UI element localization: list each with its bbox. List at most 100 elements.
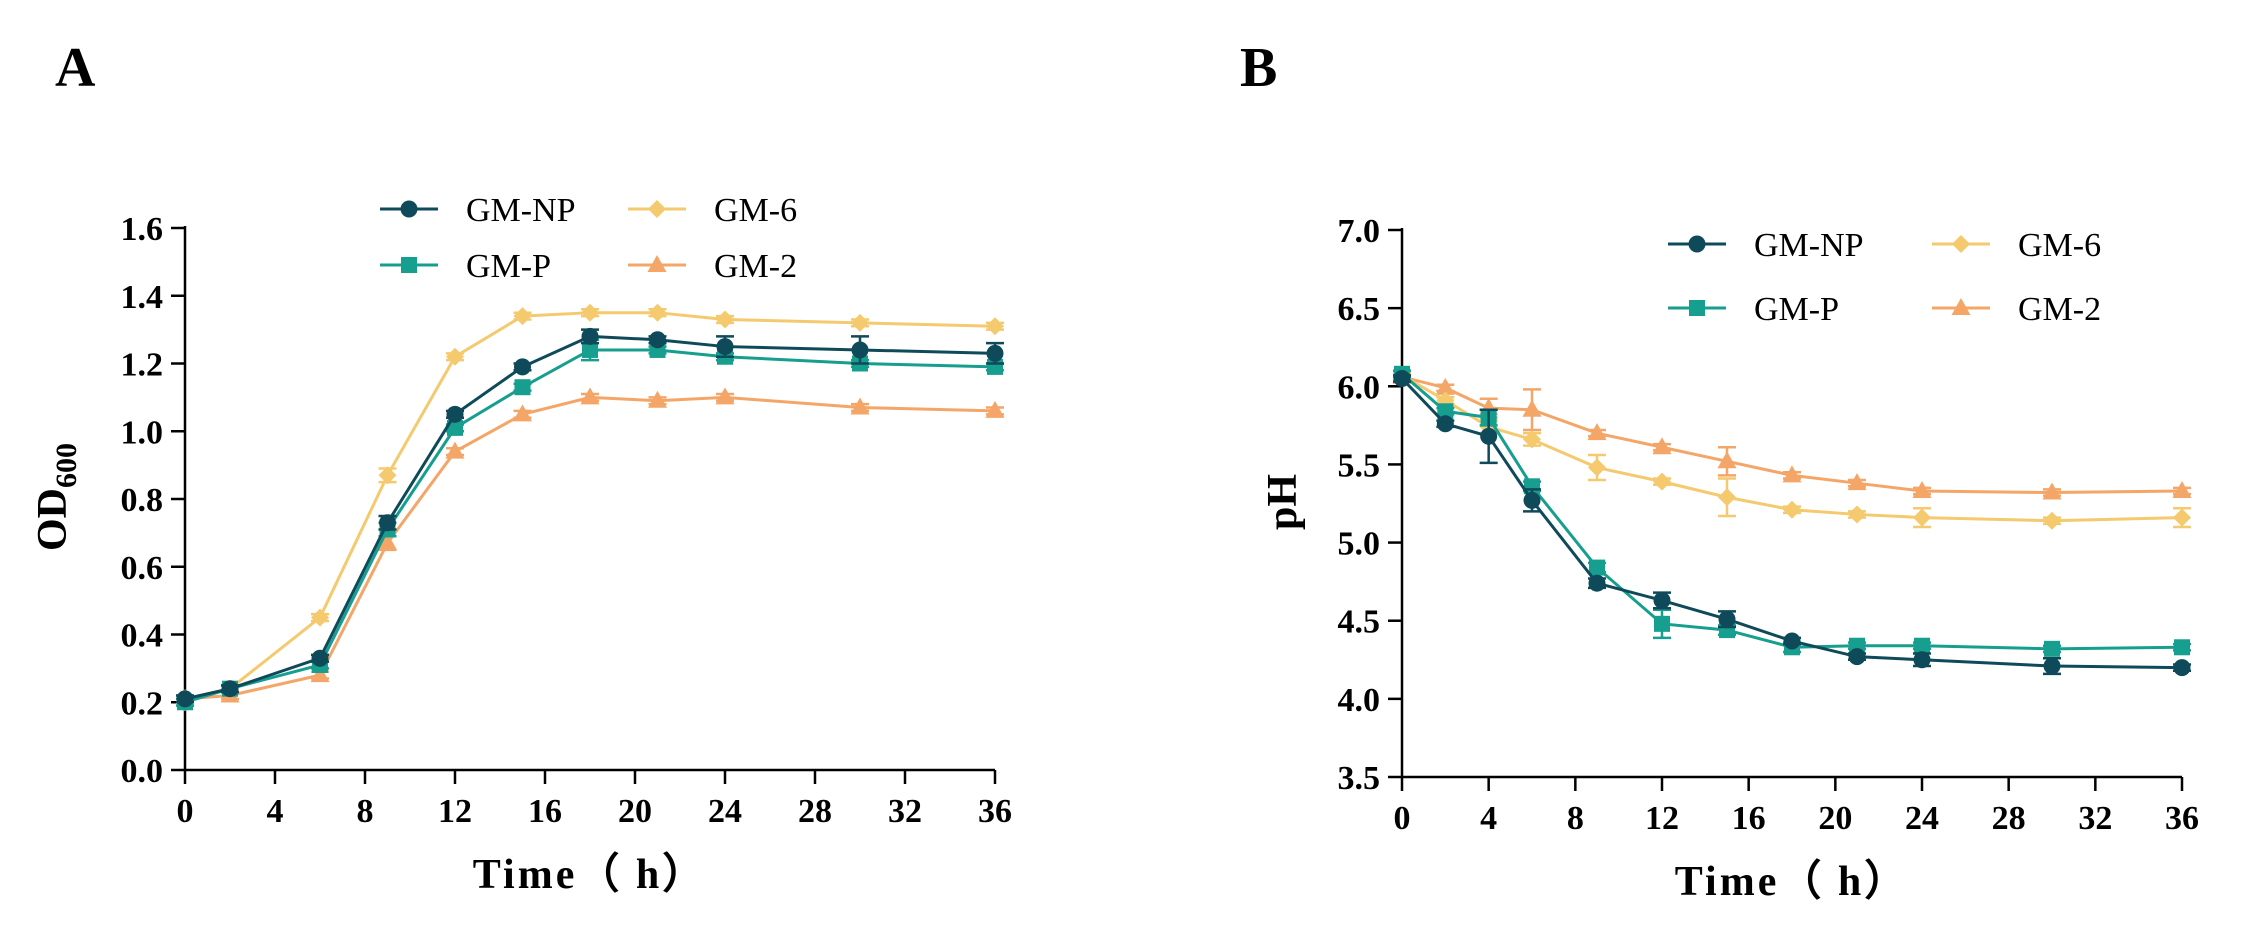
data-point xyxy=(581,303,599,322)
panel-label: B xyxy=(1240,37,1277,99)
y-axis-title: pH xyxy=(1260,474,1306,530)
y-tick-label: 5.0 xyxy=(1338,526,1381,563)
legend-item-gm-6: GM-6 xyxy=(628,192,797,229)
data-point xyxy=(2044,640,2060,657)
data-point xyxy=(1653,591,1671,609)
data-point xyxy=(850,397,870,415)
data-point xyxy=(715,387,735,405)
data-point xyxy=(2042,482,2062,500)
data-point xyxy=(446,347,464,366)
panel-a: A 0.0 0.2 0.4 0.6 0.8 1.0 1.2 1.4 1.6 0 4 8 12 16 20 24 2… xyxy=(30,37,1012,898)
y-tick-label: 0.8 xyxy=(121,482,164,519)
y-tick-label: 6.5 xyxy=(1338,291,1381,328)
x-tick-label: 36 xyxy=(978,793,1012,830)
data-point xyxy=(514,358,531,376)
x-axis-title: Time（ h） xyxy=(473,851,707,898)
data-point xyxy=(582,341,598,358)
data-point xyxy=(1652,437,1672,455)
legend-label: GM-NP xyxy=(466,192,576,229)
data-point xyxy=(1653,472,1671,491)
legend-item-gm-np: GM-NP xyxy=(380,192,576,229)
data-point xyxy=(1480,427,1498,445)
x-tick-label: 20 xyxy=(1818,800,1852,837)
data-point xyxy=(1436,415,1454,433)
data-point xyxy=(2174,639,2190,656)
x-tick-label: 28 xyxy=(798,793,832,830)
x-tick-label: 20 xyxy=(618,793,652,830)
y-tick-label: 3.5 xyxy=(1338,760,1381,797)
y-tick-label: 6.0 xyxy=(1338,369,1381,406)
data-point xyxy=(311,649,329,667)
series-line xyxy=(1401,375,2183,495)
series-line xyxy=(1400,377,2183,670)
legend-label: GM-2 xyxy=(714,248,797,285)
y-tick-label: 0.4 xyxy=(121,618,164,655)
data-point xyxy=(1588,574,1606,592)
x-tick-label: 36 xyxy=(2165,800,2199,837)
legend: GM-NP GM-6 GM-P GM-2 xyxy=(1668,227,2101,328)
data-point xyxy=(1437,403,1454,420)
data-point xyxy=(716,310,734,329)
legend-item-gm-2: GM-2 xyxy=(628,248,797,285)
y-tick-label: 1.2 xyxy=(121,347,164,384)
data-point xyxy=(2173,508,2191,527)
data-point xyxy=(310,665,330,683)
x-tick-label: 0 xyxy=(1394,800,1411,837)
data-point xyxy=(2173,659,2191,677)
panel-b: B 3.5 4.0 4.5 5.0 5.5 6.0 6.5 7.0 0 4 8 12 16 20 24 28 32… xyxy=(1240,37,2199,905)
data-point xyxy=(1913,508,1931,527)
x-axis-title: Time（ h） xyxy=(1675,858,1909,905)
x-tick-label: 32 xyxy=(2078,800,2112,837)
legend-item-gm-p: GM-P xyxy=(1668,291,1839,328)
series-gm-np xyxy=(176,327,1004,708)
data-point xyxy=(649,331,666,349)
axes: 0.0 0.2 0.4 0.6 0.8 1.0 1.2 1.4 1.6 0 4 8 12 16 20 24 28… xyxy=(121,211,1013,830)
data-point xyxy=(221,680,239,698)
legend-marker xyxy=(647,255,667,272)
data-point xyxy=(851,313,869,332)
legend-item-gm-np: GM-NP xyxy=(1668,227,1864,264)
data-point xyxy=(1718,610,1736,628)
legend: GM-NP GM-6 GM-P GM-2 xyxy=(380,192,797,285)
legend-marker xyxy=(648,200,666,218)
data-point xyxy=(1588,458,1606,477)
data-point xyxy=(1393,369,1411,387)
legend-item-gm-6: GM-6 xyxy=(1932,227,2101,264)
data-point xyxy=(986,317,1004,336)
series-gm-2 xyxy=(175,387,1005,706)
data-point xyxy=(378,533,397,551)
legend-marker xyxy=(1689,300,1705,316)
y-tick-label: 1.0 xyxy=(121,414,164,451)
x-tick-label: 12 xyxy=(1645,800,1679,837)
data-point xyxy=(1654,615,1670,632)
data-point xyxy=(2172,480,2192,498)
data-point xyxy=(447,419,463,436)
y-tick-label: 5.5 xyxy=(1338,447,1381,484)
y-tick-label: 7.0 xyxy=(1338,213,1381,250)
legend-label: GM-2 xyxy=(2018,291,2101,328)
legend-item-gm-p: GM-P xyxy=(380,248,551,285)
data-point xyxy=(1717,451,1737,469)
y-tick-label: 4.0 xyxy=(1338,682,1381,719)
data-point xyxy=(378,466,397,485)
data-point xyxy=(1589,559,1605,576)
data-point xyxy=(1847,473,1867,491)
x-tick-label: 24 xyxy=(1905,800,1939,837)
x-tick-label: 4 xyxy=(267,793,284,830)
legend-label: GM-NP xyxy=(1754,227,1864,264)
data-point xyxy=(1848,505,1866,524)
y-tick-label: 1.4 xyxy=(121,279,164,316)
legend-label: GM-P xyxy=(1754,291,1839,328)
x-tick-label: 28 xyxy=(1992,800,2026,837)
y-tick-label: 1.6 xyxy=(121,211,164,248)
y-tick-label: 0.6 xyxy=(121,550,164,587)
plot-area xyxy=(175,303,1005,712)
legend-label: GM-6 xyxy=(714,192,797,229)
data-point xyxy=(513,404,532,422)
data-point xyxy=(1913,651,1931,669)
data-point xyxy=(513,307,532,326)
axes: 3.5 4.0 4.5 5.0 5.5 6.0 6.5 7.0 0 4 8 12 16 20 24 28 32 3… xyxy=(1338,213,2200,837)
legend-marker xyxy=(401,257,417,273)
data-point xyxy=(1718,488,1736,507)
data-point xyxy=(581,327,599,345)
